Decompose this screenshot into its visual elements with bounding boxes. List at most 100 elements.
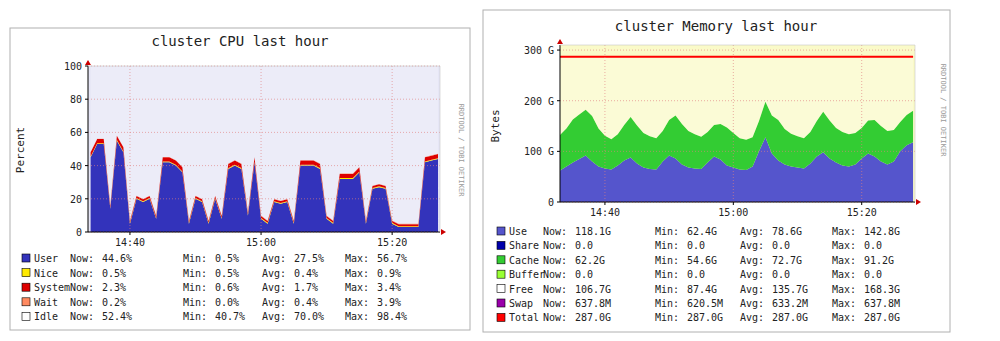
legend-stat-value: 78.6G [772, 226, 802, 237]
legend-stat-label: Max: [832, 312, 856, 323]
legend-stat-value: 0.0 [687, 240, 705, 251]
legend-stat-label: Avg: [262, 253, 286, 264]
legend-label: Share [509, 240, 539, 251]
chart-box [10, 28, 470, 330]
legend-stat-label: Now: [70, 268, 94, 279]
legend-swatch [497, 256, 505, 264]
series-area [91, 66, 438, 224]
y-tick [557, 100, 560, 101]
legend-stat-label: Now: [543, 284, 567, 295]
legend-stat-label: Avg: [740, 269, 764, 280]
grid-line [129, 66, 130, 232]
legend-stat-label: Min: [183, 253, 207, 264]
y-tick-label: 0 [76, 227, 82, 238]
legend-stat-label: Max: [345, 268, 369, 279]
x-axis [88, 232, 440, 233]
legend-stat-label: Avg: [740, 284, 764, 295]
legend-stat-label: Avg: [262, 268, 286, 279]
legend-stat-value: 0.0 [772, 240, 790, 251]
legend-stat-value: 3.9% [377, 297, 401, 308]
legend-stat-value: 70.0% [294, 311, 324, 322]
legend-stat-label: Now: [543, 312, 567, 323]
legend-swatch [22, 283, 30, 291]
legend-stat-label: Avg: [262, 282, 286, 293]
legend-stat-label: Min: [655, 240, 679, 251]
plot-background [560, 45, 915, 202]
legend-stat-value: 0.6% [215, 282, 239, 293]
legend-stat-value: 0.0 [575, 269, 593, 280]
y-axis-label: Percent [14, 127, 27, 173]
legend-stat-value: 1.7% [294, 282, 318, 293]
series-line [560, 56, 913, 58]
grid-line [88, 198, 440, 199]
legend-stat-label: Max: [832, 255, 856, 266]
legend-stat-value: 0.5% [102, 268, 126, 279]
side-text: RRDTOOL / TOBI OETIKER [457, 104, 465, 198]
y-tick-label: 60 [70, 127, 82, 138]
legend-stat-value: 3.4% [377, 282, 401, 293]
legend-stat-value: 142.8G [864, 226, 900, 237]
y-tick-label: 100 G [524, 146, 554, 157]
legend-stat-value: 106.7G [575, 284, 611, 295]
legend-stat-value: 0.4% [294, 297, 318, 308]
legend-label: Buffer [509, 269, 545, 280]
y-tick [85, 232, 88, 233]
axis-arrow [85, 60, 91, 65]
legend-stat-label: Min: [655, 298, 679, 309]
grid-line [560, 50, 915, 51]
grid-line [88, 99, 440, 100]
series-area [560, 56, 913, 57]
legend-stat-value: 0.9% [377, 268, 401, 279]
legend-label: System [34, 282, 70, 293]
grid-line [261, 66, 262, 232]
legend-stat-value: 633.2M [772, 298, 808, 309]
legend-stat-value: 62.4G [687, 226, 717, 237]
legend-stat-value: 637.8M [864, 298, 900, 309]
legend-stat-label: Min: [183, 268, 207, 279]
legend-stat-label: Min: [183, 297, 207, 308]
axis-arrow [916, 199, 921, 205]
legend-stat-label: Avg: [740, 226, 764, 237]
legend-stat-value: 56.7% [377, 253, 407, 264]
chart: cluster CPU last hourPercentRRDTOOL / TO… [10, 28, 470, 330]
x-tick-label: 15:00 [718, 207, 748, 218]
y-axis [88, 66, 89, 232]
side-text: RRDTOOL / TOBI OETIKER [939, 64, 947, 158]
legend-stat-value: 637.8M [575, 298, 611, 309]
legend-stat-value: 40.7% [215, 311, 245, 322]
grid-line [88, 66, 440, 67]
legend-stat-label: Now: [543, 255, 567, 266]
series-area [560, 57, 913, 140]
y-tick [85, 165, 88, 166]
legend-stat-value: 0.2% [102, 297, 126, 308]
legend-label: Wait [34, 297, 58, 308]
legend-stat-label: Now: [543, 226, 567, 237]
y-axis [560, 45, 561, 202]
y-tick-label: 300 G [524, 45, 554, 56]
legend-stat-value: 0.0 [864, 269, 882, 280]
legend-stat-label: Max: [345, 253, 369, 264]
plot-background [88, 66, 440, 232]
legend-swatch [22, 312, 30, 320]
grid-line [733, 45, 734, 202]
legend-stat-label: Min: [655, 226, 679, 237]
x-tick-label: 15:20 [377, 237, 407, 248]
legend-stat-label: Min: [183, 311, 207, 322]
legend-label: User [34, 253, 58, 264]
legend-swatch [497, 299, 505, 307]
y-tick [557, 50, 560, 51]
y-tick [557, 202, 560, 203]
legend-stat-value: 168.3G [864, 284, 900, 295]
legend-stat-value: 0.5% [215, 253, 239, 264]
legend-stat-value: 0.4% [294, 268, 318, 279]
grid-line [392, 66, 393, 232]
legend-swatch [22, 269, 30, 277]
x-tick [129, 232, 130, 235]
x-tick-label: 14:40 [590, 207, 620, 218]
legend-stat-value: 0.5% [215, 268, 239, 279]
grid-line [560, 100, 915, 101]
frame-right [915, 45, 916, 202]
legend-stat-label: Avg: [740, 255, 764, 266]
legend-stat-label: Max: [345, 311, 369, 322]
marks [560, 56, 913, 202]
